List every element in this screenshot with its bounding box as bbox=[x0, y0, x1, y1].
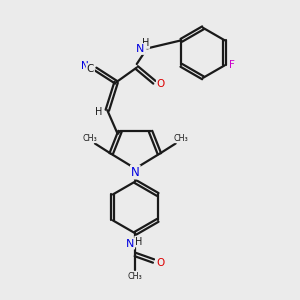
Text: H: H bbox=[135, 237, 142, 247]
Text: CH₃: CH₃ bbox=[173, 134, 188, 143]
Text: N: N bbox=[126, 238, 134, 249]
Text: F: F bbox=[229, 60, 235, 70]
Text: N: N bbox=[131, 166, 140, 178]
Text: H: H bbox=[95, 107, 103, 117]
Text: O: O bbox=[157, 79, 165, 89]
Text: CH₃: CH₃ bbox=[128, 272, 143, 281]
Text: O: O bbox=[156, 258, 164, 268]
Text: C: C bbox=[87, 64, 94, 74]
Text: N: N bbox=[81, 61, 89, 71]
Text: CH₃: CH₃ bbox=[82, 134, 97, 143]
Text: N: N bbox=[136, 44, 145, 54]
Text: H: H bbox=[142, 38, 149, 48]
